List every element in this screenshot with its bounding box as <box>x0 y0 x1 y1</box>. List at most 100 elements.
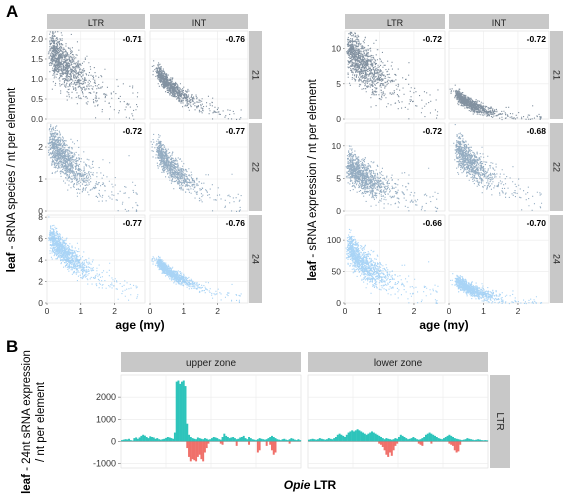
positive-bar <box>477 439 480 442</box>
positive-bar <box>272 437 275 442</box>
positive-bar <box>398 437 400 442</box>
positive-bar <box>385 438 388 442</box>
positive-bar <box>389 439 391 442</box>
negative-bar <box>389 441 391 453</box>
negative-bar <box>459 441 462 445</box>
positive-bar <box>308 439 310 442</box>
positive-bar <box>347 432 350 442</box>
facet-ltr-21: -0.71 <box>46 30 146 120</box>
positive-bar <box>166 437 169 442</box>
facet-upper_zone <box>120 374 302 469</box>
positive-bar <box>260 438 263 442</box>
xtick-label-1: 1 <box>181 306 186 316</box>
negative-bar <box>430 441 433 444</box>
negative-bar <box>248 441 251 445</box>
positive-bar <box>446 435 449 442</box>
a-right-ylabel: leaf - sRNA expression / nt per element <box>307 79 319 281</box>
negative-bar <box>390 441 393 456</box>
positive-bar <box>205 438 208 442</box>
negative-bar <box>193 441 196 461</box>
correlation-label: -0.66 <box>423 218 443 228</box>
positive-bar <box>135 437 138 442</box>
b-xlabel-rest: LTR <box>310 478 336 492</box>
positive-bar <box>459 439 462 442</box>
positive-bar <box>426 433 429 442</box>
negative-bar <box>189 441 192 462</box>
positive-bar <box>265 439 268 442</box>
positive-bar <box>293 439 296 442</box>
positive-bar <box>437 438 440 442</box>
positive-bar <box>468 438 471 442</box>
positive-bar <box>387 438 390 442</box>
negative-bar <box>256 441 259 453</box>
ytick-label-24-8: 8 <box>38 212 43 222</box>
positive-bar <box>203 438 206 442</box>
positive-bar <box>156 438 159 442</box>
positive-bar <box>390 439 393 442</box>
negative-bar <box>258 441 261 451</box>
positive-bar <box>401 435 404 442</box>
correlation-label: -0.77 <box>123 218 143 228</box>
positive-bar <box>221 437 224 442</box>
positive-bar <box>181 381 183 442</box>
positive-bar <box>374 433 377 442</box>
row-strip-21 <box>249 31 262 119</box>
row-strip-24 <box>249 215 262 303</box>
scatter-points-int-22 <box>453 124 543 211</box>
positive-bar <box>410 438 413 442</box>
positive-bar <box>283 438 286 442</box>
row-strip-label-24: 24 <box>552 254 562 264</box>
negative-bar <box>186 441 189 449</box>
scatter-points-int-22 <box>150 133 242 212</box>
positive-bar <box>342 435 345 442</box>
row-strip-ltr <box>490 375 510 468</box>
positive-bar <box>158 439 161 442</box>
negative-bar <box>203 441 206 453</box>
col-strip-label-ltr: LTR <box>387 18 404 28</box>
ytick-label-21-2.0: 2.0 <box>31 34 43 44</box>
positive-bar <box>163 438 166 442</box>
positive-bar <box>372 432 375 442</box>
positive-bar <box>299 440 302 442</box>
positive-bar <box>191 438 194 442</box>
positive-bar <box>200 438 203 442</box>
col-strip-label-int: INT <box>192 18 207 28</box>
panel-b: upper zone lower zone LTR -1000 0 1000 2000 le… <box>21 350 510 494</box>
positive-bar <box>255 440 258 442</box>
positive-bar <box>428 432 431 442</box>
positive-bar <box>486 440 489 442</box>
positive-bar <box>214 437 217 442</box>
b-xlabel: Opie LTR <box>284 478 337 492</box>
ytick-label-21-0.5: 0.5 <box>31 94 43 104</box>
ytick-label-22-5: 5 <box>336 173 341 183</box>
positive-bar <box>432 434 435 442</box>
positive-bar <box>324 439 327 442</box>
facet-int-21: -0.72 <box>448 30 550 121</box>
positive-bar <box>251 439 254 442</box>
negative-bar <box>419 441 422 445</box>
col-strip-label-ltr: LTR <box>88 18 105 28</box>
negative-bar <box>383 441 386 451</box>
negative-bar <box>188 441 191 457</box>
positive-bar <box>177 380 180 442</box>
positive-bar <box>249 438 252 442</box>
negative-bar <box>205 441 208 449</box>
col-strip-ltr <box>345 14 445 29</box>
correlation-label: -0.71 <box>123 34 143 44</box>
positive-bar <box>367 433 370 442</box>
positive-bar <box>403 437 406 442</box>
positive-bar <box>216 438 219 442</box>
negative-bar <box>271 441 273 451</box>
positive-bar <box>380 437 382 442</box>
positive-bar <box>147 438 150 442</box>
positive-bar <box>453 438 456 442</box>
positive-bar <box>138 437 141 442</box>
positive-bar <box>333 438 336 442</box>
positive-bar <box>253 439 256 442</box>
positive-bar <box>369 432 372 442</box>
positive-bar <box>274 438 277 442</box>
positive-bar <box>188 434 191 442</box>
positive-bar <box>145 437 148 442</box>
